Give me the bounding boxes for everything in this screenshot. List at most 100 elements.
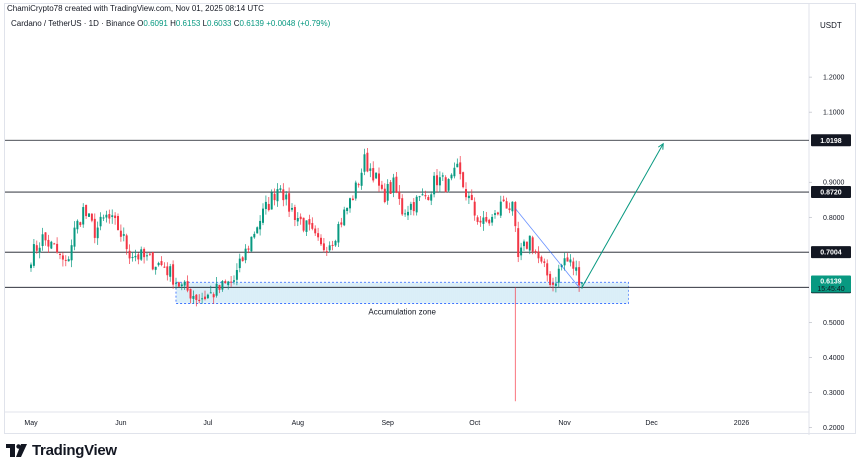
candle-body[interactable]	[543, 261, 546, 263]
candle-body[interactable]	[267, 203, 270, 211]
candle-body[interactable]	[293, 207, 296, 221]
candle-body[interactable]	[305, 220, 308, 232]
candle-body[interactable]	[572, 261, 575, 269]
candle-body[interactable]	[331, 244, 334, 246]
candle-body[interactable]	[38, 247, 41, 253]
candle-body[interactable]	[218, 285, 221, 290]
candle-body[interactable]	[441, 175, 444, 177]
candle-body[interactable]	[122, 234, 125, 236]
candle-body[interactable]	[296, 218, 299, 222]
candle-body[interactable]	[412, 202, 415, 212]
candle-body[interactable]	[450, 174, 453, 179]
candle-body[interactable]	[581, 282, 583, 284]
candle-body[interactable]	[511, 201, 514, 212]
candle-body[interactable]	[317, 233, 320, 238]
candle-body[interactable]	[328, 245, 331, 251]
candle-body[interactable]	[311, 223, 314, 229]
candle-body[interactable]	[479, 220, 482, 223]
candle-body[interactable]	[302, 217, 305, 231]
current-price-tag[interactable]	[811, 275, 851, 293]
candle-body[interactable]	[366, 152, 369, 172]
candle-body[interactable]	[531, 237, 534, 252]
candle-body[interactable]	[215, 283, 218, 296]
candle-body[interactable]	[473, 201, 476, 216]
candle-body[interactable]	[525, 241, 528, 249]
candle-body[interactable]	[456, 163, 459, 168]
candle-body[interactable]	[447, 179, 450, 191]
candle-body[interactable]	[195, 294, 198, 300]
candle-body[interactable]	[322, 243, 325, 251]
candle-body[interactable]	[409, 203, 412, 210]
candle-body[interactable]	[386, 183, 389, 201]
candle-body[interactable]	[575, 267, 578, 271]
candle-body[interactable]	[357, 184, 360, 186]
candle-body[interactable]	[180, 284, 183, 287]
symbol-name[interactable]: Cardano / TetherUS · 1D · Binance	[11, 19, 135, 28]
candle-body[interactable]	[528, 235, 531, 251]
candle-body[interactable]	[169, 266, 172, 277]
candle-body[interactable]	[369, 168, 372, 171]
candle-body[interactable]	[569, 259, 572, 263]
candle-body[interactable]	[204, 296, 206, 300]
candle-body[interactable]	[56, 243, 59, 253]
candle-body[interactable]	[186, 281, 189, 291]
candle-body[interactable]	[427, 197, 430, 201]
candle-body[interactable]	[119, 230, 122, 237]
candle-body[interactable]	[44, 232, 47, 241]
candle-body[interactable]	[96, 227, 99, 239]
candle-body[interactable]	[76, 220, 79, 230]
candle-body[interactable]	[111, 215, 114, 217]
candle-body[interactable]	[308, 219, 311, 225]
candle-body[interactable]	[488, 219, 491, 224]
candle-body[interactable]	[125, 235, 128, 250]
candle-body[interactable]	[430, 194, 433, 201]
candle-body[interactable]	[183, 281, 186, 286]
candle-body[interactable]	[552, 282, 554, 285]
candle-body[interactable]	[148, 253, 151, 255]
candle-body[interactable]	[282, 189, 285, 201]
candle-body[interactable]	[259, 220, 262, 230]
candle-body[interactable]	[134, 255, 137, 258]
candle-body[interactable]	[146, 255, 148, 257]
candle-body[interactable]	[343, 209, 346, 226]
candle-body[interactable]	[444, 177, 447, 193]
candle-body[interactable]	[262, 208, 264, 223]
candle-body[interactable]	[502, 199, 505, 202]
candle-body[interactable]	[557, 268, 560, 283]
brand-logo[interactable]: TradingView	[6, 442, 117, 459]
candle-body[interactable]	[372, 168, 375, 181]
candle-body[interactable]	[224, 281, 227, 284]
candle-body[interactable]	[438, 177, 441, 186]
candle-body[interactable]	[566, 257, 569, 262]
candle-body[interactable]	[349, 198, 351, 209]
candle-body[interactable]	[47, 239, 50, 247]
candle-body[interactable]	[508, 208, 511, 211]
candle-body[interactable]	[221, 281, 224, 290]
candle-body[interactable]	[476, 217, 479, 222]
currency-label[interactable]: USDT	[820, 21, 842, 30]
candle-body[interactable]	[82, 207, 85, 225]
candle-body[interactable]	[206, 294, 209, 299]
candle-body[interactable]	[496, 212, 499, 215]
candle-body[interactable]	[30, 264, 32, 269]
candle-body[interactable]	[340, 222, 343, 225]
candle-body[interactable]	[73, 227, 76, 247]
candle-body[interactable]	[177, 282, 180, 287]
candle-body[interactable]	[453, 167, 456, 177]
candle-body[interactable]	[59, 253, 61, 255]
candle-body[interactable]	[459, 162, 462, 175]
candle-body[interactable]	[198, 299, 201, 301]
candle-body[interactable]	[285, 194, 288, 200]
candle-body[interactable]	[467, 195, 470, 199]
candle-body[interactable]	[53, 243, 56, 245]
candle-body[interactable]	[325, 251, 328, 253]
candle-body[interactable]	[128, 250, 131, 259]
candle-body[interactable]	[105, 214, 108, 218]
candle-body[interactable]	[102, 217, 105, 219]
candle-body[interactable]	[363, 154, 366, 172]
candle-body[interactable]	[505, 201, 508, 209]
candle-body[interactable]	[137, 254, 140, 260]
candle-body[interactable]	[424, 195, 427, 197]
candle-body[interactable]	[534, 251, 537, 253]
candle-body[interactable]	[67, 259, 70, 262]
